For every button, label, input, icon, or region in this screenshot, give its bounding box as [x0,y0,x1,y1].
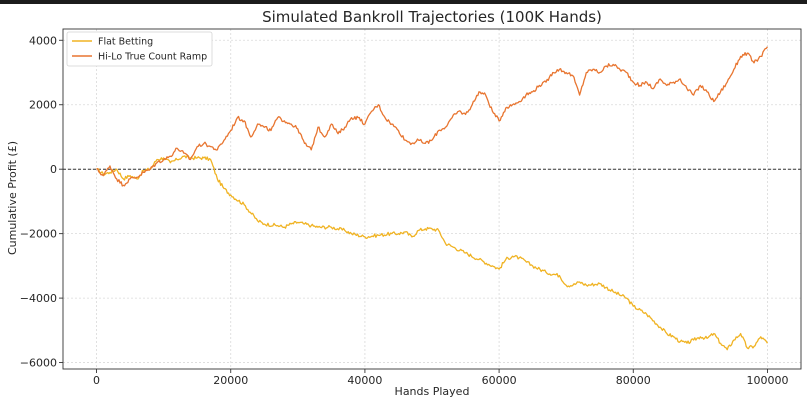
window-top-bar [0,0,807,4]
legend-box [66,31,213,67]
legend: Flat Betting Hi-Lo True Count Ramp [66,31,213,67]
series-line-flat-betting [96,155,769,351]
x-tick-label: 100000 [746,374,788,387]
y-tick-label: −2000 [20,228,57,241]
y-axis-label: Cumulative Profit (£) [6,141,19,255]
series-layer [96,46,769,351]
chart-title: Simulated Bankroll Trajectories (100K Ha… [262,8,602,26]
y-tick-label: 4000 [29,34,57,47]
y-tick-label: −6000 [20,357,57,370]
gridlines [63,29,801,369]
y-tick-label: −4000 [20,292,57,305]
x-tick-label: 60000 [482,374,517,387]
x-axis-label: Hands Played [395,385,470,398]
series-line-hilo [96,46,768,187]
x-tick-label: 80000 [616,374,651,387]
x-tick-label: 40000 [347,374,382,387]
x-tick-label: 20000 [213,374,248,387]
plot-frame [62,28,802,370]
legend-label-flat-betting: Flat Betting [98,37,153,48]
y-axis: −6000 −4000 −2000 0 2000 4000 [20,34,63,370]
x-tick-label: 0 [93,374,100,387]
y-tick-label: 2000 [29,99,57,112]
legend-label-hilo: Hi-Lo True Count Ramp [98,52,207,63]
y-tick-label: 0 [50,163,57,176]
x-axis: 0 20000 40000 60000 80000 100000 [93,369,788,387]
